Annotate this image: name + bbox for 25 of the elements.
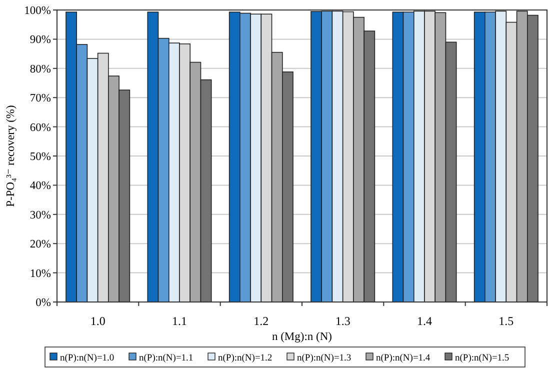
legend-label: n(P):n(N)=1.1 [139, 353, 194, 364]
x-tick-label: 1.0 [90, 314, 106, 328]
x-tick-label: 1.1 [172, 314, 187, 328]
x-tick-label: 1.2 [254, 314, 269, 328]
y-tick-label: 60% [30, 122, 52, 134]
legend-label: n(P):n(N)=1.2 [218, 353, 272, 364]
y-tick-label: 50% [30, 151, 52, 164]
y-tick-label: 30% [30, 209, 52, 222]
x-tick-label: 1.3 [335, 314, 350, 328]
legend-label: n(P):n(N)=1.5 [455, 353, 510, 364]
y-tick-label: 40% [30, 180, 52, 192]
y-tick-label: 100% [24, 5, 52, 18]
x-axis-title: n (Mg):n (N) [272, 331, 332, 343]
y-tick-label: 10% [30, 268, 52, 280]
legend-label: n(P):n(N)=1.3 [297, 353, 352, 364]
y-tick-label: 90% [30, 34, 52, 46]
y-tick-label: 0% [36, 297, 52, 310]
legend-label: n(P):n(N)=1.4 [376, 353, 430, 364]
x-tick-label: 1.5 [498, 314, 514, 328]
y-axis-title: P-PO₄³⁻ recovery (%) [5, 105, 17, 207]
y-tick-label: 70% [30, 92, 52, 105]
x-tick-label: 1.4 [417, 314, 432, 328]
legend-label: n(P):n(N)=1.0 [60, 353, 114, 364]
y-tick-label: 80% [30, 63, 52, 76]
y-tick-label: 20% [30, 238, 52, 251]
